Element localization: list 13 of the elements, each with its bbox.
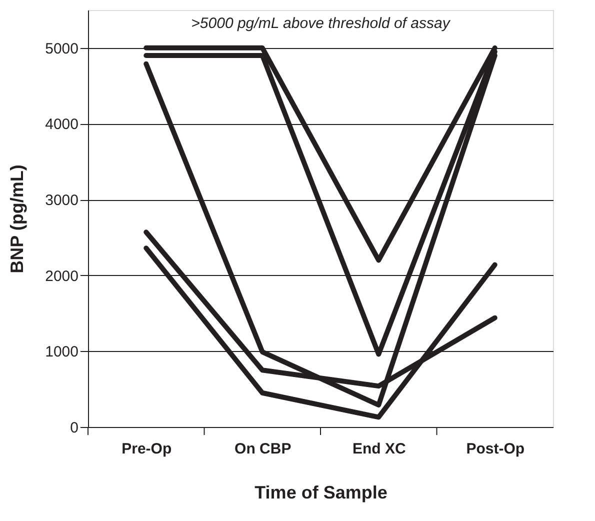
y-axis-title: BNP (pg/mL) [7, 164, 28, 274]
x-tick-label: End XC [352, 440, 406, 458]
x-tick-label: Pre-Op [122, 440, 172, 458]
y-tick-label: 1000 [45, 344, 78, 361]
x-tick-label: Post-Op [466, 440, 525, 458]
y-tick-label: 2000 [45, 268, 78, 285]
y-tick-label: 0 [70, 420, 78, 436]
y-tick-label: 5000 [45, 40, 78, 58]
x-tick-label: On CBP [234, 440, 292, 458]
annotation: >5000 pg/mL above threshold of assay [191, 15, 452, 32]
x-axis-title: Time of Sample [254, 482, 388, 502]
y-tick-label: 4000 [45, 116, 78, 134]
y-tick-label: 3000 [45, 192, 78, 210]
